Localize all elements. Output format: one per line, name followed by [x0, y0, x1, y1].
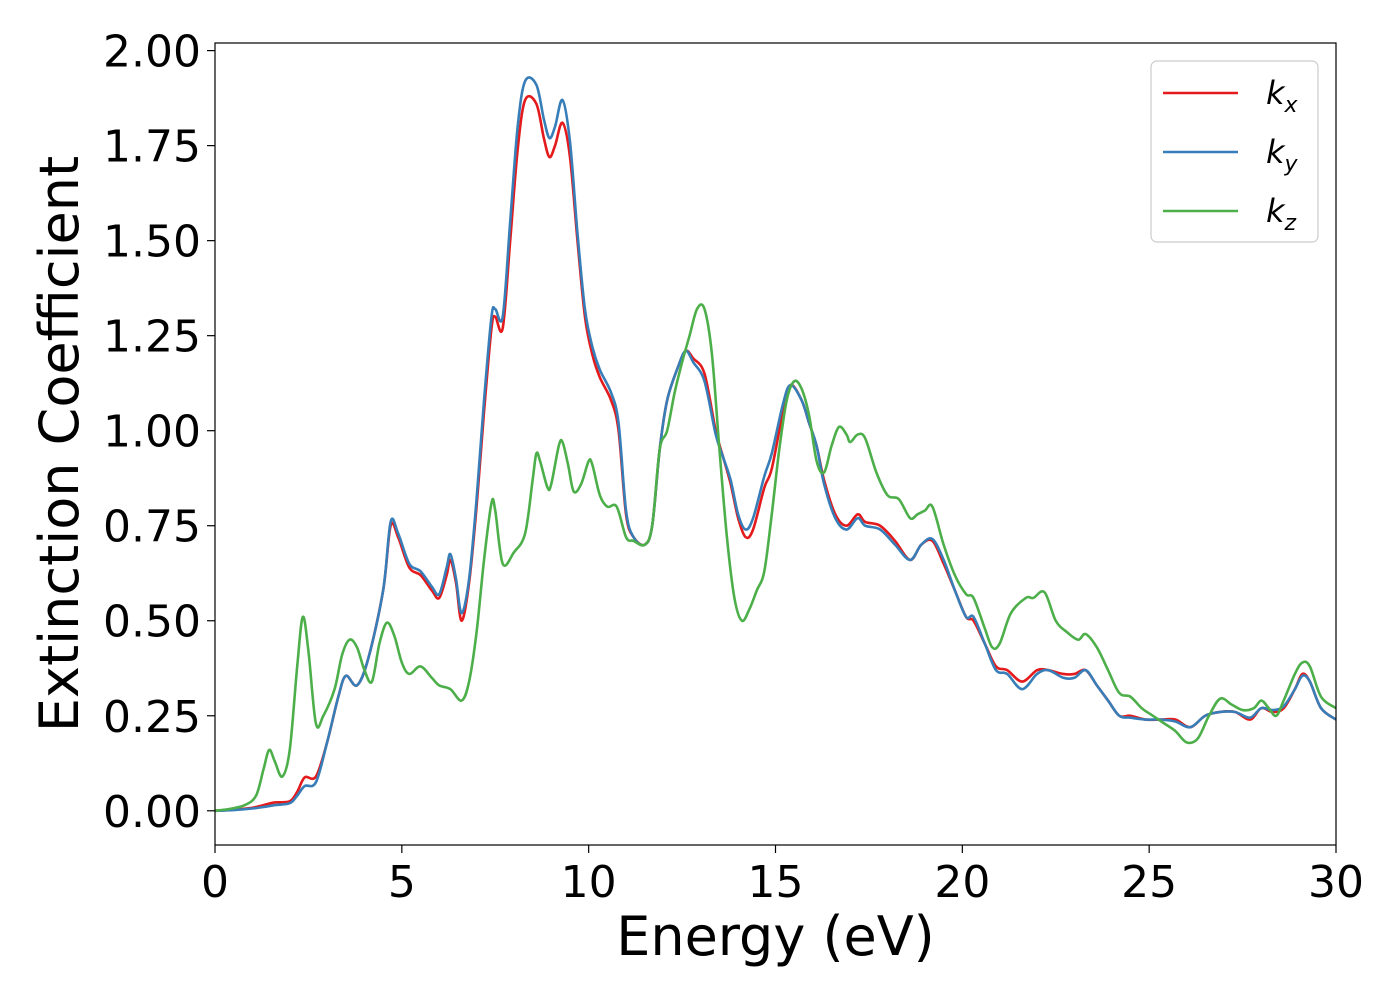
- y-axis: 0.00 0.25 0.50 0.75 1.00 1.25 1.50 1.75 2.00: [103, 27, 215, 838]
- y-tick-label: 0.75: [103, 502, 201, 553]
- y-tick-label: 0.00: [103, 787, 201, 838]
- y-axis-title: Extinction Coefficient: [28, 156, 91, 732]
- legend-label-x: kx: [1266, 74, 1299, 118]
- series-layer: [215, 76, 1336, 813]
- legend-label-base: k: [1266, 74, 1286, 112]
- y-tick-label: 0.50: [103, 597, 201, 648]
- x-tick-label: 25: [1121, 857, 1177, 908]
- y-tick-label: 1.75: [103, 122, 201, 173]
- y-tick-label: 1.00: [103, 407, 201, 458]
- x-axis-title: Energy (eV): [616, 905, 935, 968]
- y-tick-label: 1.25: [103, 312, 201, 363]
- x-tick-label: 15: [748, 857, 804, 908]
- x-tick-label: 10: [561, 857, 617, 908]
- x-tick-label: 5: [388, 857, 416, 908]
- legend-label-base: k: [1266, 133, 1286, 171]
- x-tick-label: 0: [201, 857, 229, 908]
- x-tick-label: 20: [934, 857, 990, 908]
- legend-label-base: k: [1266, 192, 1286, 230]
- legend-label-subscript: y: [1284, 152, 1299, 177]
- y-tick-label: 2.00: [103, 27, 201, 78]
- x-tick-label: 30: [1308, 857, 1364, 908]
- legend-label-subscript: z: [1284, 211, 1297, 236]
- series-line-z: [215, 303, 1336, 813]
- legend-label-z: kz: [1266, 192, 1297, 236]
- x-axis: 0 5 10 15 20 25 30: [201, 845, 1364, 908]
- legend-label-y: ky: [1266, 133, 1299, 177]
- series-line-y: [215, 76, 1336, 813]
- y-tick-label: 1.50: [103, 217, 201, 268]
- y-tick-label: 0.25: [103, 692, 201, 743]
- legend-label-subscript: x: [1284, 93, 1299, 118]
